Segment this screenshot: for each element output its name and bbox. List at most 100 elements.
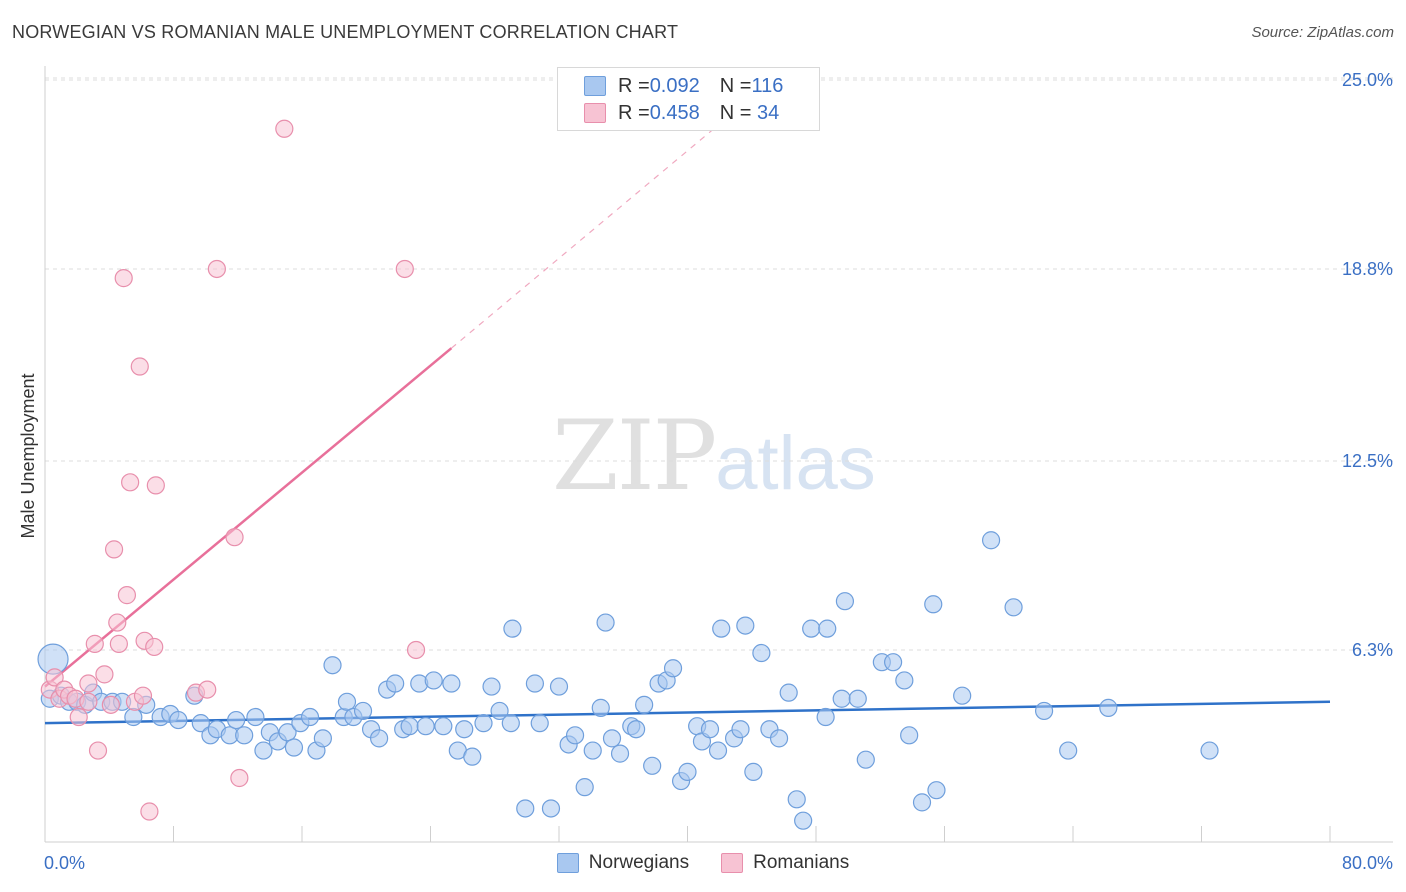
point-norwegians — [591, 698, 610, 717]
point-romanians — [133, 686, 153, 705]
point-norwegians — [575, 778, 594, 797]
point-norwegians — [416, 717, 435, 736]
point-romanians — [406, 640, 426, 660]
legend-row-norwegians: R = 0.092 N = 116 — [584, 73, 783, 99]
point-norwegians — [731, 720, 750, 739]
r-value: 0.458 — [649, 101, 700, 124]
point-norwegians — [434, 717, 453, 736]
point-norwegians — [769, 729, 789, 748]
legend-row-romanians: R = 0.458 N = 34 — [584, 100, 779, 126]
point-norwegians — [708, 741, 728, 760]
n-value: 116 — [751, 74, 784, 97]
point-norwegians — [424, 671, 443, 690]
point-norwegians — [254, 741, 273, 760]
point-romanians — [79, 674, 98, 693]
point-norwegians — [353, 701, 373, 721]
legend-swatch-norwegians — [556, 853, 579, 873]
point-norwegians — [323, 656, 342, 675]
legend-item-romanians[interactable]: Romanians — [721, 852, 849, 874]
point-romanians — [146, 476, 165, 495]
y-tick-label: 18.8% — [1342, 259, 1393, 279]
point-norwegians — [981, 531, 1001, 550]
watermark: ZIPatlas — [552, 400, 876, 512]
y-axis-label: Male Unemployment — [18, 373, 38, 538]
point-norwegians — [895, 671, 914, 690]
point-norwegians — [227, 710, 246, 730]
point-norwegians — [832, 689, 851, 708]
point-romanians — [114, 269, 133, 288]
source-label: Source: ZipAtlas.com — [1251, 24, 1394, 41]
point-norwegians — [565, 726, 585, 745]
point-norwegians — [490, 701, 509, 721]
point-norwegians — [516, 799, 535, 818]
r-value: 0.092 — [649, 74, 700, 97]
y-tick-label: 12.5% — [1342, 451, 1393, 471]
point-norwegians — [455, 720, 474, 739]
point-romanians — [225, 528, 244, 547]
point-norwegians — [602, 729, 622, 748]
point-norwegians — [802, 619, 821, 638]
point-norwegians — [816, 707, 835, 727]
point-norwegians — [278, 723, 297, 742]
point-norwegians — [744, 762, 763, 781]
point-romanians — [275, 119, 294, 138]
point-norwegians — [643, 756, 662, 775]
point-norwegians — [712, 619, 731, 638]
point-norwegians — [191, 714, 210, 733]
legend-item-norwegians[interactable]: Norwegians — [556, 852, 689, 874]
point-norwegians — [912, 793, 932, 812]
axes — [44, 66, 1393, 843]
point-romanians — [69, 707, 88, 727]
x-tick-label: 0.0% — [44, 853, 85, 873]
r-label: R = — [618, 101, 650, 124]
point-romanians — [145, 637, 164, 657]
y-tick-label: 25.0% — [1342, 70, 1393, 90]
point-norwegians — [818, 619, 837, 638]
legend-swatch-romanians — [721, 853, 744, 873]
point-norwegians — [736, 616, 755, 635]
point-norwegians — [549, 677, 569, 696]
legend-swatch-norwegians — [584, 76, 606, 96]
point-norwegians — [337, 692, 357, 711]
r-label: R = — [618, 74, 650, 97]
point-norwegians — [284, 738, 304, 757]
point-romanians — [198, 680, 217, 699]
point-norwegians — [794, 811, 813, 830]
point-norwegians — [442, 674, 461, 693]
point-norwegians — [610, 744, 630, 763]
point-norwegians — [300, 707, 320, 727]
point-romanians — [88, 741, 108, 760]
point-norwegians — [924, 595, 943, 614]
point-romanians — [45, 668, 64, 687]
point-romanians — [117, 586, 137, 605]
point-norwegians — [474, 714, 493, 733]
point-norwegians — [313, 729, 332, 748]
stats-legend: R = 0.092 N = 116 R = 0.458 N = 34 — [557, 67, 820, 131]
point-norwegians — [848, 689, 867, 708]
n-value: 34 — [751, 101, 780, 124]
point-romanians — [140, 802, 159, 821]
point-norwegians — [678, 762, 697, 781]
point-norwegians — [752, 643, 771, 663]
point-norwegians — [541, 799, 561, 818]
point-norwegians — [1034, 701, 1054, 721]
point-romanians — [230, 768, 249, 788]
point-romanians — [95, 665, 114, 684]
point-norwegians — [626, 720, 646, 739]
point-norwegians — [835, 592, 855, 611]
point-norwegians — [386, 674, 405, 693]
legend-swatch-romanians — [584, 103, 606, 123]
point-norwegians — [883, 653, 903, 672]
gridlines — [45, 77, 1393, 651]
tick-labels: 6.3% 12.5% 18.8% 25.0% 0.0% 80.0% Male Unemplo… — [18, 70, 1393, 873]
point-norwegians — [900, 726, 919, 745]
x-tick-label: 80.0% — [1342, 853, 1393, 873]
point-norwegians — [530, 714, 549, 733]
point-norwegians — [953, 686, 972, 705]
watermark-zip: ZIP — [552, 400, 717, 512]
point-norwegians — [856, 750, 875, 769]
point-romanians — [109, 634, 128, 653]
data-points — [37, 119, 1219, 830]
point-norwegians — [596, 613, 615, 632]
